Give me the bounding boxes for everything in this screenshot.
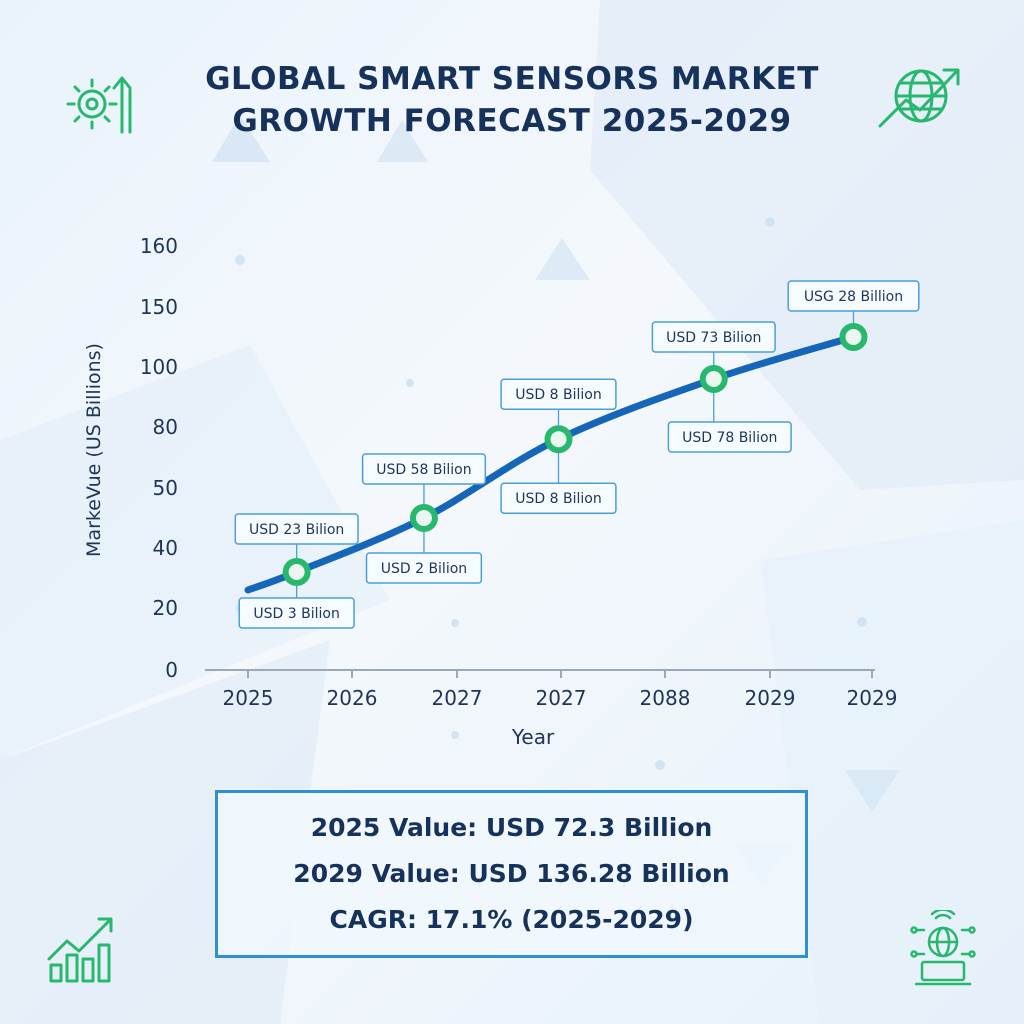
y-tick-label: 40 — [153, 536, 178, 560]
data-point-marker — [544, 425, 573, 454]
x-tick-label: 2027 — [432, 686, 483, 710]
data-label-box — [651, 321, 776, 353]
summary-2029-value: 2029 Value: USD 136.28 Billion — [293, 859, 730, 888]
data-label: USD 78 Bilion — [682, 430, 777, 446]
data-point-marker — [699, 365, 728, 393]
x-tick-label: 2029 — [745, 686, 796, 710]
network-globe-laptop-icon — [910, 910, 976, 986]
data-label-box — [667, 421, 792, 453]
globe-growth-icon — [878, 68, 960, 128]
data-label: USD 3 Bilion — [253, 606, 339, 622]
x-tick-label: 2088 — [640, 686, 691, 710]
y-tick-label: 20 — [153, 596, 178, 620]
y-tick-label: 160 — [140, 234, 178, 258]
series-line — [244, 333, 857, 594]
chart-title-line1: GLOBAL SMART SENSORS MARKET — [205, 61, 819, 97]
summary-box: 2025 Value: USD 72.3 Billion 2029 Value:… — [215, 790, 808, 958]
data-label-box — [361, 453, 487, 485]
data-point-marker — [282, 558, 311, 586]
data-label-box — [365, 552, 483, 584]
x-axis-label: Year — [511, 725, 555, 749]
data-label-box — [787, 280, 920, 312]
y-tick-label: 80 — [153, 415, 178, 439]
data-point-marker — [839, 323, 868, 351]
x-tick-label: 2029 — [847, 686, 898, 710]
data-label: USD 2 Bilion — [381, 561, 467, 577]
data-point-marker — [409, 504, 438, 532]
data-callouts: USD 23 Bilion USD 3 Bilion USD 58 Bilion US… — [234, 280, 920, 629]
x-tick-label: 2027 — [536, 686, 587, 710]
data-label-box — [500, 482, 617, 514]
data-label: USD 23 Bilion — [249, 522, 344, 538]
summary-2025-value: 2025 Value: USD 72.3 Billion — [310, 813, 713, 842]
y-axis-label: MarkeVue (US Billions) — [83, 343, 105, 557]
y-tick-label: 50 — [153, 476, 178, 500]
chart-title: GLOBAL SMART SENSORS MARKET GROWTH FOREC… — [0, 58, 1024, 142]
y-tick-label: 150 — [140, 295, 178, 319]
y-tick-label: 100 — [140, 355, 178, 379]
data-label: USD 58 Bilion — [376, 462, 471, 478]
gear-growth-icon — [66, 76, 132, 134]
data-label-box — [234, 513, 359, 545]
bar-chart-growth-icon — [47, 917, 113, 983]
data-label-box — [238, 597, 355, 629]
y-axis-ticks: 0 20 40 50 80 100 150 160 — [140, 234, 178, 682]
series-market-value — [244, 333, 857, 594]
x-tick-label: 2026 — [327, 686, 378, 710]
data-label: USD 73 Bilion — [666, 330, 761, 346]
data-label: USD 8 Bilion — [515, 387, 601, 403]
x-tick-label: 2025 — [223, 686, 274, 710]
x-axis: 2025 2026 2027 2027 2088 2029 2029 — [205, 669, 898, 710]
summary-cagr: CAGR: 17.1% (2025-2029) — [329, 905, 694, 934]
chart-title-line2: GROWTH FORECAST 2025-2029 — [232, 103, 792, 139]
data-label-box — [500, 378, 617, 410]
data-label: USG 28 Billion — [804, 289, 903, 305]
y-tick-label: 0 — [165, 658, 178, 682]
data-label: USD 8 Bilion — [515, 491, 601, 507]
